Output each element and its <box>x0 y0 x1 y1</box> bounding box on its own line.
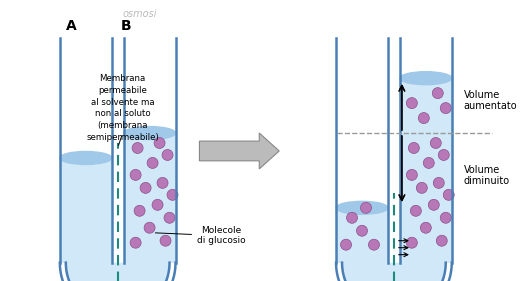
Circle shape <box>130 169 141 180</box>
Circle shape <box>406 237 417 248</box>
Polygon shape <box>336 208 388 263</box>
Circle shape <box>162 149 173 160</box>
Text: A: A <box>66 19 77 33</box>
Polygon shape <box>200 133 279 169</box>
Text: Membrana
permeabile
al solvente ma
non al soluto
(membrana
semipermeabile): Membrana permeabile al solvente ma non a… <box>86 74 159 142</box>
Circle shape <box>130 237 141 248</box>
Polygon shape <box>124 133 176 263</box>
Circle shape <box>418 113 429 124</box>
Circle shape <box>421 222 431 233</box>
Circle shape <box>140 182 151 193</box>
Circle shape <box>406 169 417 180</box>
Circle shape <box>132 142 143 153</box>
Text: B: B <box>121 19 131 33</box>
Circle shape <box>436 235 447 246</box>
Text: osmosi: osmosi <box>122 9 157 19</box>
Circle shape <box>160 235 171 246</box>
Circle shape <box>340 239 352 250</box>
Circle shape <box>430 137 441 148</box>
Circle shape <box>416 182 427 193</box>
Circle shape <box>408 142 419 153</box>
Circle shape <box>147 157 158 168</box>
Circle shape <box>157 177 168 188</box>
Circle shape <box>152 199 163 210</box>
Circle shape <box>440 103 451 114</box>
Circle shape <box>347 212 357 223</box>
Ellipse shape <box>60 151 112 164</box>
Circle shape <box>429 199 439 210</box>
Circle shape <box>423 157 434 168</box>
Circle shape <box>361 202 372 213</box>
Text: Molecole
di glucosio: Molecole di glucosio <box>156 226 246 245</box>
Ellipse shape <box>400 72 452 85</box>
Ellipse shape <box>336 201 388 214</box>
Text: Volume
aumentato: Volume aumentato <box>464 90 517 111</box>
Circle shape <box>433 177 444 188</box>
Circle shape <box>164 212 175 223</box>
Circle shape <box>356 225 367 236</box>
Circle shape <box>438 149 449 160</box>
Circle shape <box>443 189 454 200</box>
Polygon shape <box>66 263 169 281</box>
Circle shape <box>154 137 165 148</box>
Circle shape <box>144 222 155 233</box>
Polygon shape <box>342 263 446 281</box>
Circle shape <box>432 88 443 99</box>
Text: Volume
diminuito: Volume diminuito <box>464 165 510 186</box>
Polygon shape <box>60 158 112 263</box>
Polygon shape <box>400 78 452 263</box>
Circle shape <box>369 239 380 250</box>
Ellipse shape <box>124 126 176 139</box>
Circle shape <box>134 205 145 216</box>
Circle shape <box>440 212 451 223</box>
Circle shape <box>167 189 178 200</box>
Circle shape <box>410 205 421 216</box>
Circle shape <box>406 98 417 108</box>
